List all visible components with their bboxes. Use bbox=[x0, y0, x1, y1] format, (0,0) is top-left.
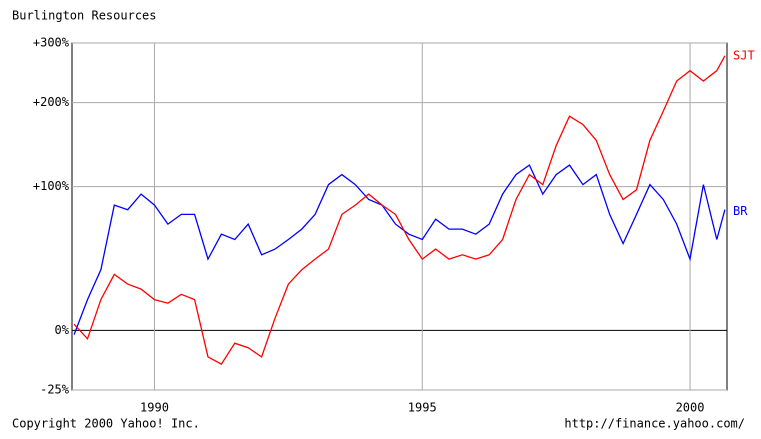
x-tick-label: 1990 bbox=[140, 401, 169, 415]
y-tick-label: +200% bbox=[33, 95, 70, 109]
x-tick-label: 1995 bbox=[408, 401, 437, 415]
source-url: http://finance.yahoo.com/ bbox=[564, 417, 745, 431]
series-label: BR bbox=[733, 204, 748, 218]
copyright: Copyright 2000 Yahoo! Inc. bbox=[12, 417, 200, 431]
y-tick-label: +300% bbox=[33, 36, 70, 50]
y-tick-label: +100% bbox=[33, 179, 70, 193]
series-label: SJT bbox=[733, 48, 755, 62]
series-line bbox=[73, 164, 726, 335]
series-line bbox=[73, 55, 726, 365]
chart-title: Burlington Resources bbox=[12, 9, 157, 23]
x-tick-label: 2000 bbox=[676, 401, 705, 415]
y-tick-label: -25% bbox=[40, 383, 70, 397]
plot-area bbox=[71, 42, 728, 391]
y-tick-label: 0% bbox=[55, 323, 70, 337]
